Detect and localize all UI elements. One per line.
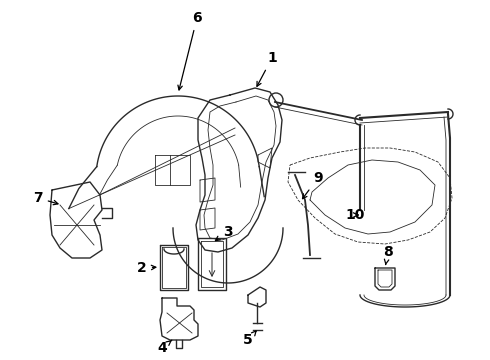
Text: 6: 6 [178,11,202,90]
Text: 9: 9 [302,171,323,199]
Text: 8: 8 [383,245,393,265]
Text: 3: 3 [216,225,233,240]
Text: 7: 7 [33,191,58,205]
Text: 1: 1 [257,51,277,86]
Text: 5: 5 [243,331,256,347]
Text: 10: 10 [345,208,365,222]
Text: 4: 4 [157,340,172,355]
Text: 2: 2 [137,261,156,275]
